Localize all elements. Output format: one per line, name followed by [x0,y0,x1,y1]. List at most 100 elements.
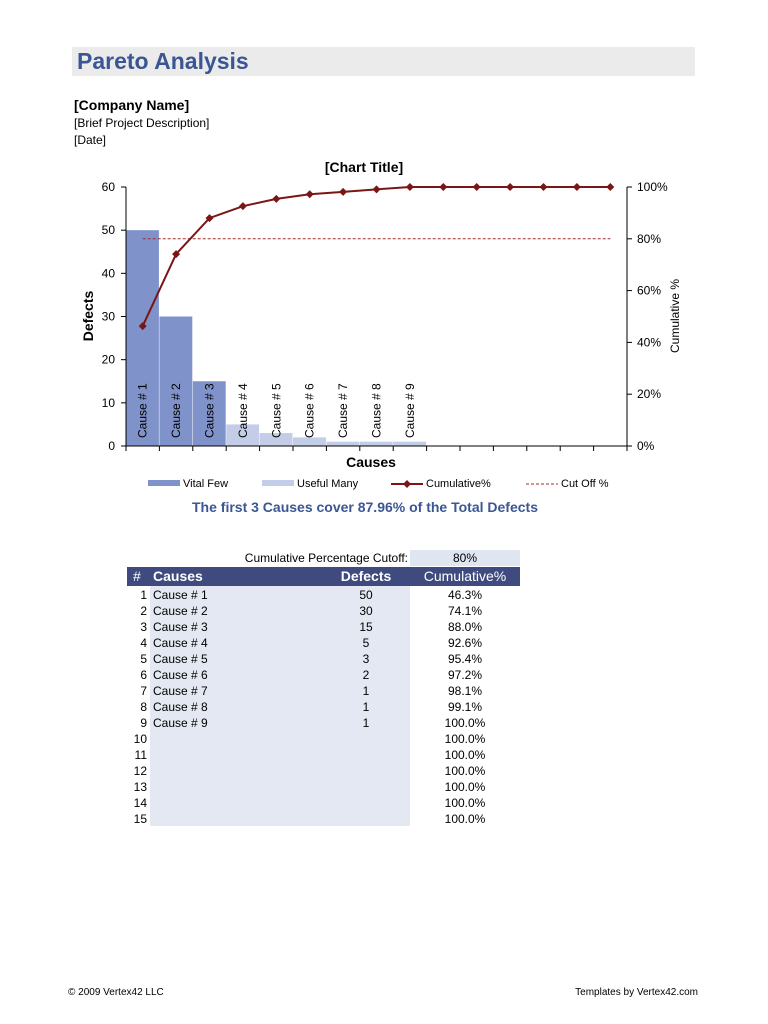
defects-cell[interactable]: 1 [362,684,370,698]
legend-label: Useful Many [297,478,359,490]
y2-tick-label: 60% [637,284,661,298]
legend-label: Vital Few [183,478,228,490]
summary-text: The first 3 Causes cover 87.96% of the T… [192,499,538,515]
y2-axis-label: Cumulative % [668,279,682,353]
y-tick-label: 10 [102,396,116,410]
cumulative-marker [439,183,448,191]
cumulative-cell: 92.6% [447,636,483,650]
cumulative-marker [572,183,581,191]
cumulative-marker [172,250,181,259]
table-row: 11 100.0% [127,747,520,763]
x-axis-label: Causes [346,454,396,470]
project-date: [Date] [74,133,107,147]
row-number: 2 [140,604,147,618]
defects-cell[interactable]: 30 [359,604,373,618]
y2-tick-label: 20% [637,387,661,401]
category-label: Cause # 2 [169,383,183,438]
category-label: Cause # 9 [403,383,417,438]
defects-cell[interactable]: 15 [359,620,373,634]
table-row: 2 Cause # 2 30 74.1% [127,603,520,619]
cumulative-cell: 100.0% [444,796,486,810]
cumulative-marker [205,214,214,223]
row-number: 3 [140,620,147,634]
row-number: 12 [133,764,147,778]
cause-cell[interactable]: Cause # 9 [153,716,208,730]
row-number: 8 [140,700,147,714]
cumulative-marker [506,183,515,191]
bar [192,381,226,446]
y-tick-label: 20 [102,353,116,367]
table-row: 3 Cause # 3 15 88.0% [127,619,520,635]
table-row: 10 100.0% [127,731,520,747]
y-tick-label: 40 [102,266,116,280]
row-number: 4 [140,636,147,650]
table-input-area [150,586,410,826]
bar [359,441,393,446]
cumulative-cell: 88.0% [447,620,483,634]
defects-cell[interactable]: 1 [362,700,370,714]
bar [226,424,260,446]
defects-cell[interactable]: 3 [362,652,370,666]
category-label: Cause # 4 [236,383,250,438]
table-row: 9 Cause # 9 1 100.0% [127,715,520,731]
table-row: 15 100.0% [127,811,520,827]
cause-cell[interactable]: Cause # 1 [153,588,208,602]
y2-tick-label: 40% [637,335,661,349]
legend-marker-cumulative [403,480,411,488]
cause-cell[interactable]: Cause # 8 [153,700,208,714]
bar [259,433,293,446]
defects-cell[interactable]: 2 [362,668,370,682]
row-number: 11 [134,748,147,762]
category-label: Cause # 6 [303,383,317,438]
table-row: 4 Cause # 4 5 92.6% [127,635,520,651]
cause-cell[interactable]: Cause # 7 [153,684,208,698]
category-label: Cause # 5 [269,383,283,438]
y-tick-label: 50 [102,223,116,237]
cumulative-marker [405,183,414,191]
cumulative-marker [372,185,381,194]
legend-swatch-useful [262,480,294,486]
cumulative-marker [472,183,481,191]
defects-cell[interactable]: 1 [362,716,370,730]
cutoff-label: Cumulative Percentage Cutoff: [244,551,408,565]
y-tick-label: 60 [102,180,116,194]
cumulative-cell: 100.0% [444,732,486,746]
row-number: 1 [140,588,147,602]
defects-cell[interactable]: 5 [362,636,370,650]
table-row: 12 100.0% [127,763,520,779]
cause-cell[interactable]: Cause # 3 [153,620,208,634]
category-label: Cause # 7 [336,383,350,438]
cutoff-value-input[interactable]: 80% [410,550,520,566]
bar [293,437,326,446]
row-number: 9 [140,716,147,730]
cumulative-marker [138,322,147,331]
cumulative-cell: 46.3% [447,588,483,602]
legend-label: Cut Off % [561,478,609,490]
cumulative-line [141,186,611,327]
cause-cell[interactable]: Cause # 5 [153,652,208,666]
defects-cell[interactable]: 50 [359,588,373,602]
header-cumulative: Cumulative% [423,568,507,584]
cumulative-cell: 97.2% [447,668,483,682]
cause-cell[interactable]: Cause # 2 [153,604,208,618]
cause-cell[interactable]: Cause # 4 [153,636,208,650]
footer-credit: Templates by Vertex42.com [575,987,698,998]
cause-cell[interactable]: Cause # 6 [153,668,208,682]
category-label: Cause # 1 [136,383,150,438]
bar [159,316,193,446]
row-number: 5 [140,652,147,666]
cumulative-marker [305,190,314,199]
table-header: # Causes Defects Cumulative% [127,567,520,586]
table-row: 13 100.0% [127,779,520,795]
y2-tick-label: 100% [637,180,668,194]
legend-swatch-vital [148,480,180,486]
header-causes: Causes [153,568,203,584]
header-num: # [133,568,141,584]
y2-tick-label: 0% [637,439,655,453]
cumulative-cell: 98.1% [447,684,483,698]
y-tick-label: 0 [108,439,115,453]
table-row: 1 Cause # 1 50 46.3% [127,587,520,603]
cumulative-marker [272,194,281,203]
y-tick-label: 30 [102,310,116,324]
table-row: 8 Cause # 8 1 99.1% [127,699,520,715]
